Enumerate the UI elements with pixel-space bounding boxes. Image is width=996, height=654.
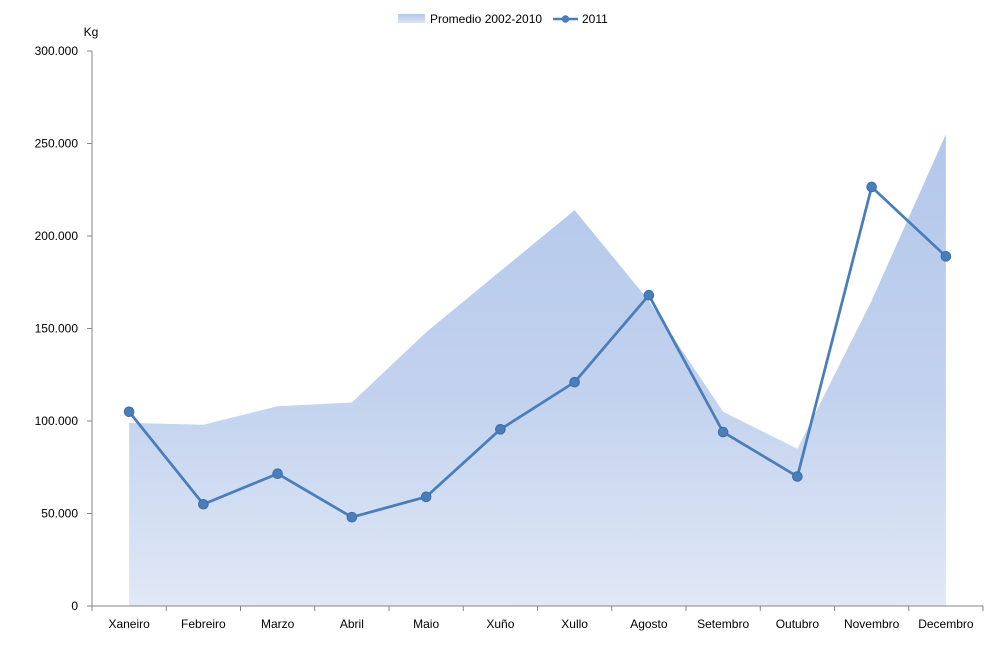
line-point-decembro — [940, 251, 952, 262]
x-tick-label: Maio — [413, 617, 439, 631]
y-tick-label: 50.000 — [41, 507, 78, 521]
x-tick-label: Xaneiro — [108, 617, 150, 631]
legend-line-marker — [561, 15, 570, 23]
x-ticks: Xaneiro Febreiro Marzo Abril Maio Xuño Xullo Ag… — [91, 606, 984, 631]
line-point-marzo — [272, 468, 283, 480]
x-tick-label: Agosto — [630, 617, 668, 631]
axes: 0 50.000 100.000 150.000 200.000 250.000 300.0… — [35, 25, 984, 631]
x-tick-label: Xuño — [486, 617, 514, 631]
line-point-maio — [420, 491, 432, 503]
y-tick-label: 250.000 — [35, 137, 79, 151]
legend-area-swatch — [398, 14, 425, 23]
line-point-xullo — [569, 376, 580, 388]
plot-area — [123, 134, 952, 606]
legend-line-label: 2011 — [582, 12, 608, 26]
x-tick-label: Outubro — [776, 617, 820, 631]
x-tick-label: Decembro — [918, 617, 974, 631]
line-point-xaneiro — [123, 406, 135, 418]
legend-item-line: 2011 — [553, 12, 608, 26]
x-tick-label: Abril — [340, 617, 364, 631]
area-series-promedio — [129, 134, 946, 606]
legend-area-label: Promedio 2002-2010 — [430, 12, 542, 26]
x-tick-label: Setembro — [697, 617, 749, 631]
y-ticks: 0 50.000 100.000 150.000 200.000 250.000 300.0… — [35, 44, 92, 613]
line-point-outubro — [792, 471, 803, 482]
line-point-setembro — [717, 426, 729, 438]
legend: Promedio 2002-2010 2011 — [398, 12, 608, 26]
y-tick-label: 150.000 — [35, 322, 79, 336]
line-point-abril — [346, 511, 358, 523]
line-point-xuño — [495, 424, 506, 435]
x-tick-label: Xullo — [561, 617, 588, 631]
x-tick-label: Novembro — [844, 617, 900, 631]
line-point-novembro — [866, 181, 877, 193]
line-series-2011 — [128, 185, 947, 519]
x-tick-label: Febreiro — [181, 617, 226, 631]
y-tick-label: 300.000 — [35, 44, 79, 58]
line-point-febreiro — [198, 498, 209, 510]
y-tick-label: 100.000 — [35, 414, 79, 428]
y-tick-label: 0 — [71, 599, 78, 613]
legend-item-area: Promedio 2002-2010 — [398, 12, 542, 26]
x-tick-label: Marzo — [261, 617, 295, 631]
y-axis-title: Kg — [84, 25, 99, 39]
y-tick-label: 200.000 — [35, 229, 79, 243]
line-point-agosto — [643, 289, 655, 301]
